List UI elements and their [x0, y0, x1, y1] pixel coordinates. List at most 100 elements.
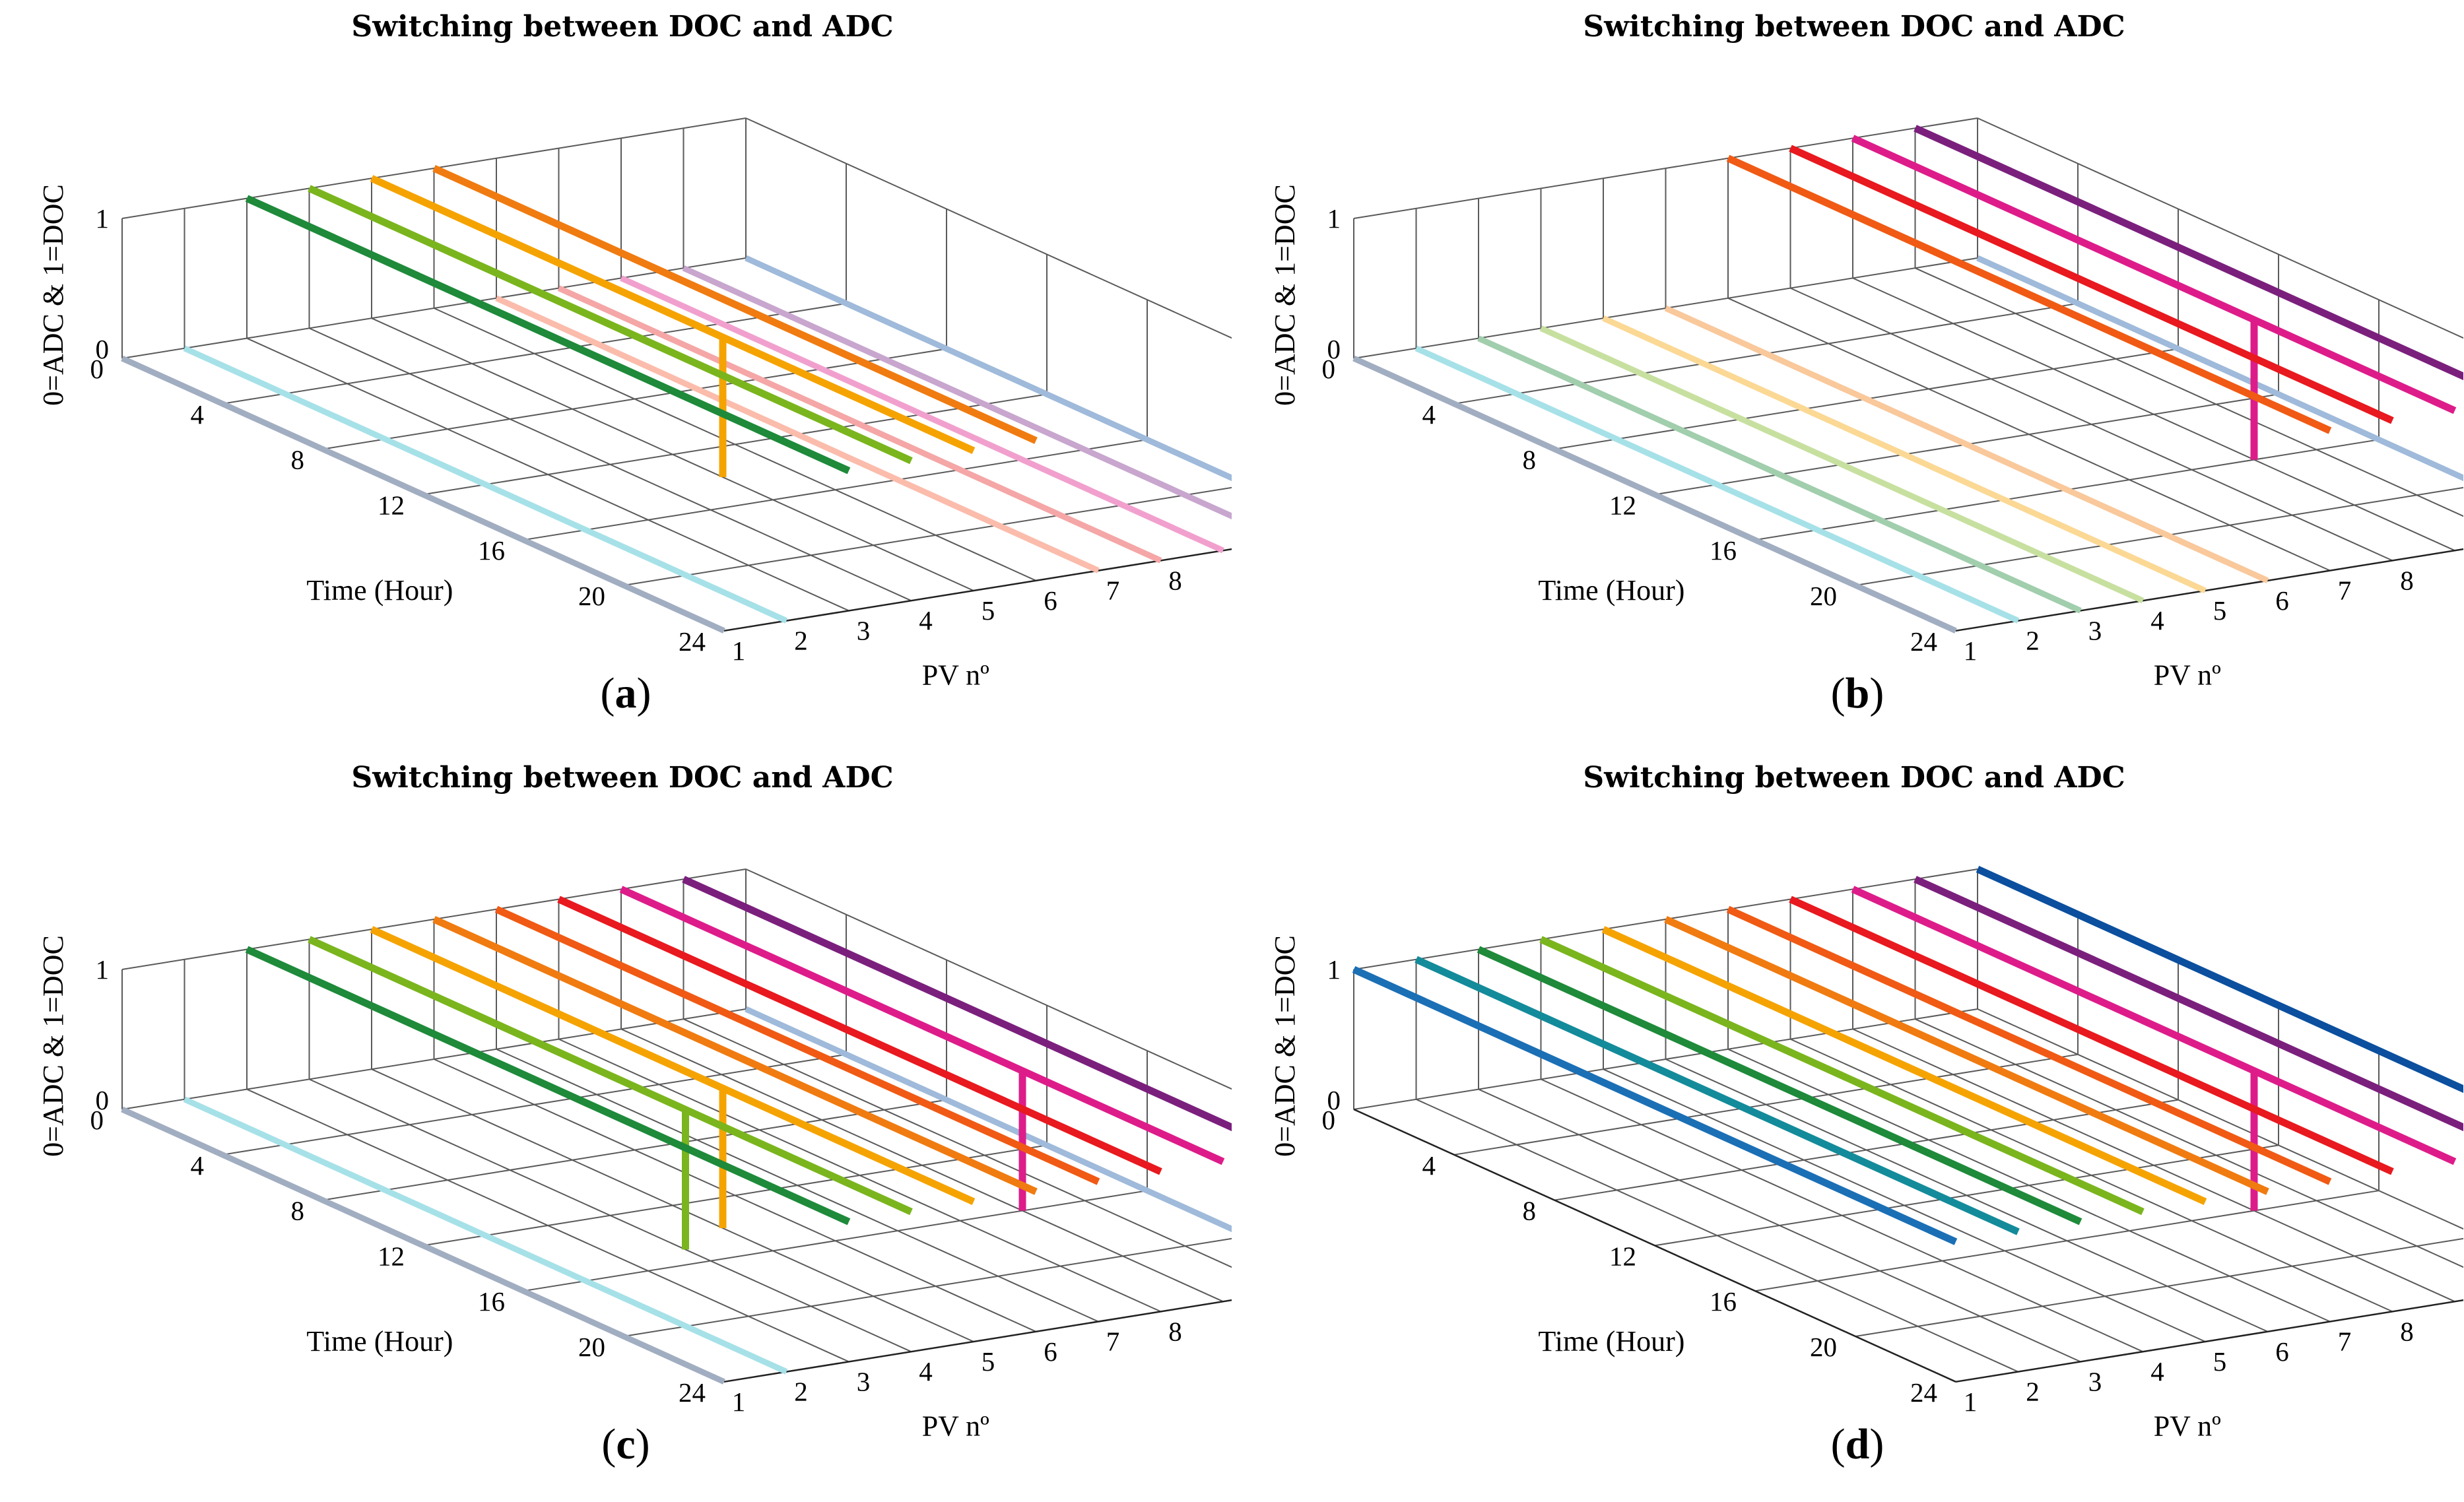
x-tick-label: 4: [1422, 399, 1436, 430]
x-axis-label: Time (Hour): [306, 574, 453, 606]
grid-line-floor-pv: [683, 1018, 1232, 1268]
grid-line-floor-pv: [371, 1068, 974, 1342]
grid-line-floor-pv: [1790, 1038, 2393, 1313]
z-axis-label: 0=ADC & 1=DOC: [37, 184, 69, 406]
caption-paren-close: ): [1869, 669, 1884, 717]
y-tick-label: 3: [857, 615, 871, 645]
series-line-pv-7: [494, 905, 1100, 1185]
series-line-pv-3: [245, 946, 851, 1225]
x-tick-label: 20: [578, 581, 605, 611]
x-tick-label: 12: [378, 490, 405, 520]
x-tick-label: 12: [1609, 1241, 1636, 1271]
x-tick-label: 16: [478, 535, 505, 566]
y-tick-label: 8: [1168, 1316, 1182, 1346]
caption-paren-open: (: [1831, 669, 1846, 717]
series-line-pv-2: [183, 1096, 788, 1375]
caption-paren-close: ): [1869, 1420, 1884, 1468]
y-tick-label: 5: [2213, 595, 2227, 626]
y-axis-label: PV nº: [2154, 659, 2221, 692]
y-tick-label: 6: [1044, 585, 1057, 616]
series-line-pv-5: [1601, 926, 2207, 1206]
grid-line-wall-top: [745, 868, 1232, 1090]
grid-line-floor-pv: [558, 1038, 1161, 1313]
x-tick-label: 4: [191, 1150, 205, 1181]
caption-paren-open: (: [1831, 1420, 1846, 1468]
y-tick-label: 1: [732, 636, 746, 666]
caption-paren-close: ): [636, 1420, 650, 1468]
chart-title: Switching between DOC and ADC: [1583, 10, 2125, 44]
caption-letter: b: [1846, 669, 1870, 717]
x-tick-label: 0: [1322, 354, 1336, 384]
series-line-pv-10: [682, 876, 1232, 1132]
caption-paren-close: ): [637, 669, 651, 717]
series-line-pv-2: [183, 345, 788, 624]
y-tick-label: 4: [2150, 605, 2164, 636]
y-tick-label: 6: [1044, 1336, 1057, 1367]
z-tick-label: 0: [1327, 1085, 1341, 1115]
series-line-pv-10: [682, 265, 1232, 520]
y-tick-label: 2: [2026, 1377, 2040, 1407]
caption-paren-open: (: [601, 1420, 616, 1468]
grid-line-floor-time: [723, 1299, 1232, 1383]
chart-svg-b: Switching between DOC and ADC 1 0 0=ADC & 1…: [1269, 10, 2463, 717]
series-line-pv-11: [745, 1006, 1232, 1233]
chart-panel-d: Switching between DOC and ADC 1 0 0=ADC & 1…: [1232, 751, 2463, 1502]
grid-line-floor-pv: [434, 308, 1036, 581]
series-line-pv-9: [620, 275, 1224, 554]
y-tick-label: 5: [982, 1346, 995, 1377]
y-tick-label: 4: [2150, 1356, 2164, 1387]
y-tick-label: 2: [2026, 626, 2040, 656]
z-tick-label: 1: [1327, 203, 1341, 234]
y-axis-line: [1955, 548, 2463, 632]
x-tick-label: 24: [679, 626, 706, 657]
grid-line-floor-pv: [434, 1059, 1036, 1332]
x-axis-label: Time (Hour): [306, 1325, 453, 1357]
grid-line-wall-top: [1977, 117, 2463, 339]
y-tick-label: 9: [1231, 1306, 1232, 1336]
grid-line-floor-pv: [1915, 1018, 2463, 1268]
z-tick-label: 1: [1327, 954, 1341, 985]
chart-panel-c: Switching between DOC and ADC 1 0 0=ADC & 1…: [0, 751, 1232, 1502]
series-line-pv-9: [1851, 135, 2457, 414]
series-line-pv-11: [745, 255, 1232, 482]
series-line-pv-3: [245, 195, 851, 474]
series-line-pv-5: [370, 926, 976, 1206]
series-line-pv-1: [1352, 965, 1958, 1245]
x-tick-label: 12: [378, 1241, 405, 1271]
figure-caption: (a): [601, 669, 651, 717]
grid-line-floor-pv: [1478, 1088, 2081, 1363]
z-tick-label: 0: [96, 1085, 110, 1115]
series-line-pv-10: [1914, 876, 2463, 1132]
y-axis-label: PV nº: [922, 1410, 989, 1443]
series-line-pv-10: [1914, 125, 2463, 381]
grid-line-floor-pv: [496, 1048, 1099, 1322]
series-line-pv-11: [1976, 865, 2463, 1094]
x-tick-label: 8: [291, 1196, 305, 1226]
y-tick-label: 2: [794, 1377, 808, 1407]
z-tick-label: 1: [96, 203, 110, 234]
y-tick-label: 5: [2213, 1346, 2227, 1377]
y-tick-label: 7: [2338, 575, 2352, 606]
y-tick-label: 2: [794, 626, 808, 656]
series-line-pv-1: [121, 355, 725, 634]
y-axis-line: [723, 548, 1232, 632]
chart-title: Switching between DOC and ADC: [351, 761, 893, 795]
grid-line-floor-time: [1955, 1299, 2463, 1383]
y-axis-line: [1955, 1299, 2463, 1383]
chart-title: Switching between DOC and ADC: [351, 10, 893, 44]
x-tick-label: 0: [90, 354, 104, 384]
x-tick-label: 0: [90, 1105, 104, 1135]
chart-panel-a: Switching between DOC and ADC 1 0 0=ADC & 1…: [0, 0, 1232, 751]
chart-panel-b: Switching between DOC and ADC 1 0 0=ADC & 1…: [1232, 0, 2463, 751]
series-line-pv-8: [1789, 896, 2394, 1175]
caption-letter: c: [616, 1420, 635, 1468]
x-tick-label: 16: [478, 1286, 505, 1317]
figure-caption: (b): [1831, 669, 1884, 717]
series-line-pv-6: [432, 915, 1038, 1195]
series-line-pv-2: [1415, 956, 2020, 1235]
series-line-pv-4: [308, 936, 913, 1216]
figure-caption: (c): [601, 1420, 649, 1468]
y-axis-label: PV nº: [2154, 1410, 2221, 1443]
chart-svg-c: Switching between DOC and ADC 1 0 0=ADC & 1…: [37, 761, 1232, 1468]
y-tick-label: 7: [1106, 575, 1120, 606]
